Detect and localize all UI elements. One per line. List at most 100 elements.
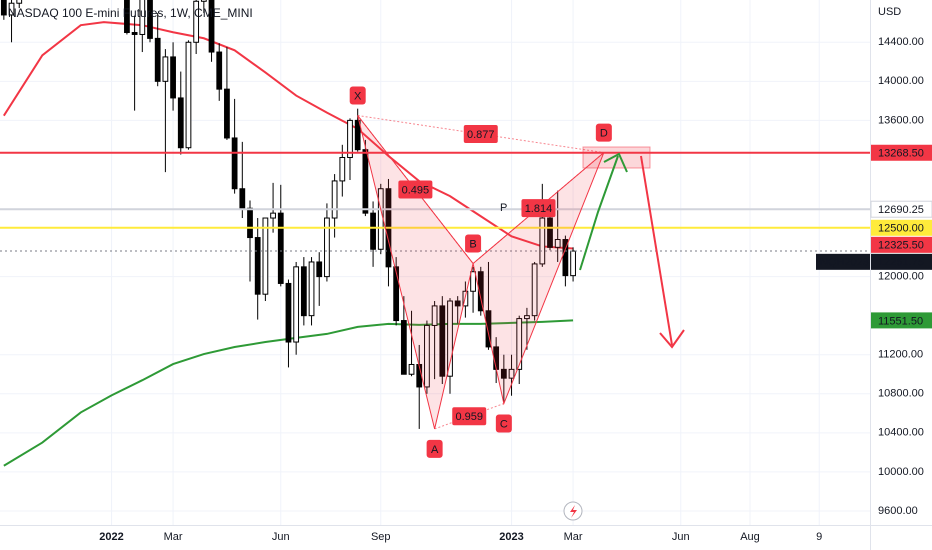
price-label: 12261.75 [878, 257, 924, 269]
price-label-box [871, 253, 932, 270]
candle-body [362, 149, 369, 214]
price-label: 12500.00 [878, 223, 924, 235]
candle-body [324, 217, 330, 278]
candle-body [285, 282, 292, 343]
symbol-box [816, 253, 870, 270]
candle-body [147, 0, 153, 39]
point-label: B [469, 238, 476, 250]
candle-body [347, 119, 353, 158]
candle-body [139, 0, 146, 35]
candle-body [570, 250, 576, 277]
candle-body [131, 32, 138, 35]
candle-body [316, 261, 323, 278]
point-label: X [354, 90, 362, 102]
ratio-box [452, 407, 487, 426]
up-arrow-head [603, 152, 628, 173]
x-tick-label: Mar [564, 531, 583, 543]
price-label-box [871, 144, 932, 161]
price-label: 13268.50 [878, 148, 924, 160]
candle-body [516, 318, 523, 370]
x-tick-label: Aug [740, 531, 760, 543]
candle-body [470, 271, 476, 292]
y-tick-label: 10000.00 [878, 466, 924, 478]
plot-area [0, 0, 870, 467]
candle-body [562, 239, 569, 277]
candle-body [208, 0, 215, 53]
y-tick-label: 10800.00 [878, 388, 924, 400]
price-label: 11551.50 [878, 315, 923, 327]
candle-body [547, 217, 553, 248]
candle-body [200, 0, 207, 2]
y-tick-label: 9600.00 [878, 505, 918, 517]
candle-body [531, 263, 538, 317]
candle-body [262, 217, 269, 295]
point-box [426, 439, 443, 458]
candle-body [400, 320, 407, 375]
y-tick-label: 14000.00 [878, 75, 924, 87]
point-box [349, 86, 366, 105]
candle-body [170, 56, 176, 99]
candle-body [331, 180, 338, 219]
candle-body [485, 310, 492, 348]
x-tick-label: 9 [816, 531, 822, 543]
candle-body [177, 97, 184, 149]
candle-body [524, 315, 530, 320]
candle-body [254, 237, 261, 295]
candle-body [231, 137, 238, 190]
candle-body [277, 212, 284, 284]
candle-body [439, 305, 446, 377]
y-tick-label: 13600.00 [878, 114, 924, 126]
down-arrow [640, 155, 673, 346]
candle-body [300, 266, 307, 317]
candle-body [247, 207, 253, 239]
currency: USD [878, 6, 901, 18]
point-box [465, 234, 482, 253]
point-box [595, 123, 612, 142]
candle-body [393, 266, 400, 322]
candle-body [0, 0, 7, 16]
y-tick-label: 12000.00 [878, 271, 924, 283]
candle-body [354, 119, 361, 151]
candle-body [293, 266, 300, 343]
x-tick-label: Mar [164, 531, 183, 543]
price-label: 12325.50 [878, 240, 924, 252]
moving-average [3, 21, 574, 250]
candle-body [539, 217, 546, 265]
candle-body [408, 363, 415, 375]
price-label-box [871, 312, 932, 329]
candle-body [424, 324, 430, 388]
candle-body [193, 0, 200, 43]
ratio-box [463, 125, 498, 144]
candle-body [431, 305, 438, 326]
point-label: A [431, 444, 439, 456]
symbol-label: NQH2023 [820, 257, 869, 269]
price-label-box [871, 236, 932, 253]
point-box [495, 414, 512, 433]
price-label: 12690.25 [878, 204, 924, 216]
candle-body [216, 51, 223, 90]
candle-body [500, 368, 507, 379]
y-tick-label: 14400.00 [878, 36, 924, 48]
price-label-box [871, 219, 932, 236]
candle-body [447, 300, 453, 377]
y-tick-label: 11200.00 [878, 349, 923, 361]
point-label: C [500, 418, 508, 430]
candle-body [508, 368, 515, 379]
x-tick-label: Jun [672, 531, 690, 543]
candle-body [477, 271, 484, 312]
pivot-label: P [500, 202, 507, 214]
candle-body [162, 56, 169, 82]
y-tick-label: 10400.00 [878, 427, 924, 439]
candle-body [8, 2, 15, 16]
lightning [570, 505, 577, 518]
ratio-box [521, 199, 556, 218]
candle-body [16, 0, 23, 4]
candle-body [308, 261, 315, 317]
candle-body [270, 212, 276, 219]
up-arrow [579, 155, 619, 271]
ratio-label: 0.877 [467, 129, 495, 141]
candle-body [454, 300, 461, 307]
candle-body [224, 88, 230, 139]
